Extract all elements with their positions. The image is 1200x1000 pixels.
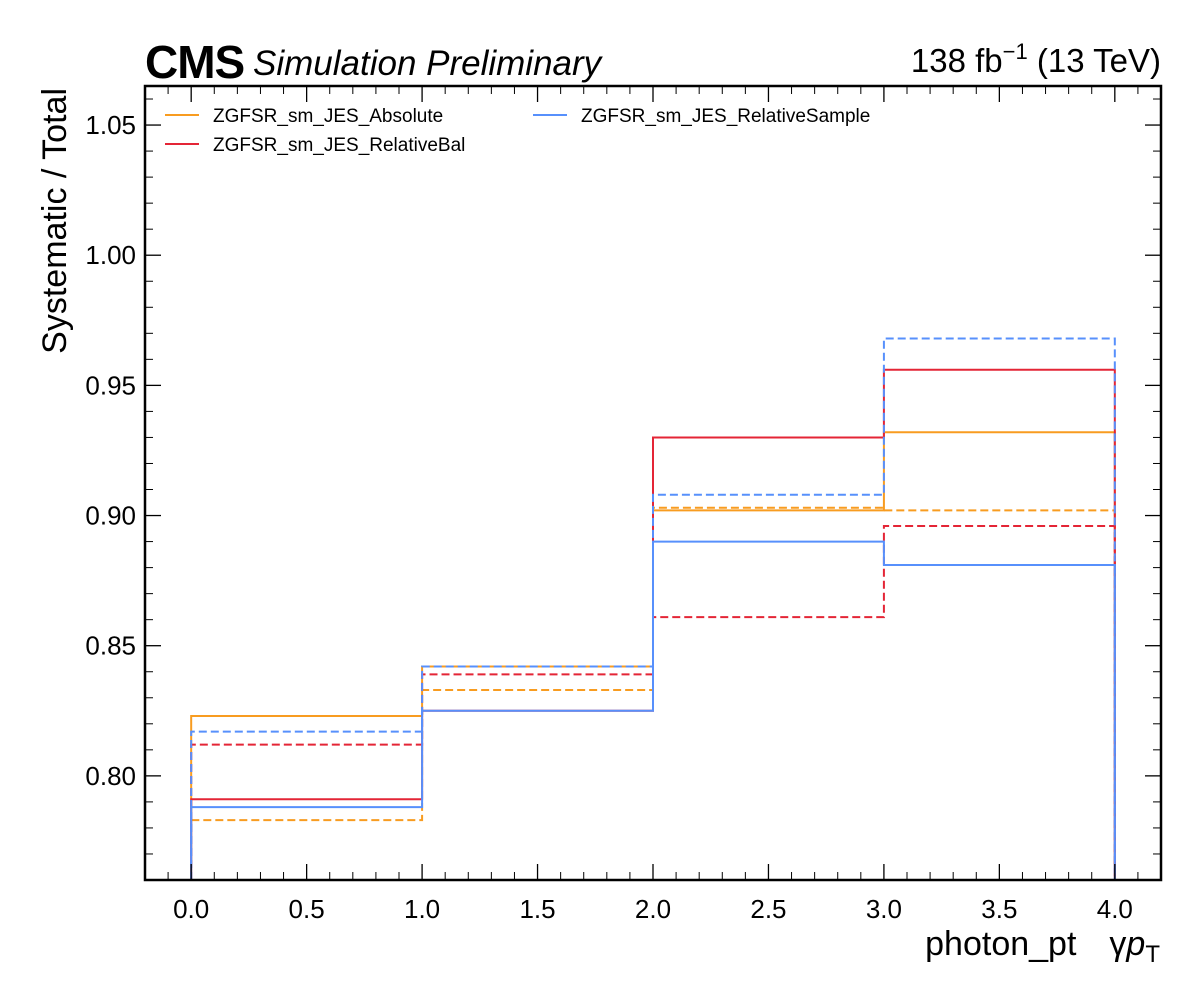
x-tick-label: 3.5 bbox=[981, 894, 1017, 924]
lumi-exponent: −1 bbox=[1003, 39, 1028, 64]
x-tick-label: 2.5 bbox=[750, 894, 786, 924]
axis-ticks bbox=[145, 86, 1161, 880]
plot-frame bbox=[143, 84, 1163, 882]
y-axis-title: Systematic / Total bbox=[36, 88, 74, 354]
legend-entry: ZGFSR_sm_JES_RelativeBal bbox=[213, 135, 465, 156]
series-down-line-1 bbox=[190, 506, 1116, 880]
x-axis-sub: T bbox=[1145, 941, 1160, 968]
x-axis-title: photon_pt γpT bbox=[925, 925, 1160, 968]
x-axis-symbol: γ bbox=[1109, 925, 1126, 963]
x-tick-label: 4.0 bbox=[1097, 894, 1133, 924]
x-axis-label: photon_pt bbox=[925, 925, 1077, 963]
y-tick-label: 0.95 bbox=[85, 370, 136, 400]
x-tick-label: 0.0 bbox=[173, 894, 209, 924]
experiment-label: CMS bbox=[145, 36, 244, 88]
tick-labels: 0.0 0.5 1.0 1.5 2.0 2.5 3.0 3.5 4.0 0.80 0.85 0.90 0… bbox=[85, 110, 1133, 924]
lumi-label: 138 fb−1 (13 TeV) bbox=[911, 39, 1161, 79]
lumi-value: 138 fb bbox=[911, 42, 1003, 79]
series-up-line-3 bbox=[190, 540, 1116, 880]
x-axis-var: p bbox=[1125, 925, 1145, 963]
lumi-energy: (13 TeV) bbox=[1028, 42, 1161, 79]
status-label: Simulation Preliminary bbox=[253, 44, 604, 83]
legend-entry: ZGFSR_sm_JES_RelativeSample bbox=[581, 106, 870, 127]
x-tick-label: 0.5 bbox=[289, 894, 325, 924]
legend-entry: ZGFSR_sm_JES_Absolute bbox=[213, 106, 443, 127]
y-tick-label: 1.00 bbox=[85, 240, 136, 270]
x-tick-label: 2.0 bbox=[635, 894, 671, 924]
x-tick-label: 1.0 bbox=[404, 894, 440, 924]
y-tick-label: 0.90 bbox=[85, 501, 136, 531]
legend: ZGFSR_sm_JES_Absolute ZGFSR_sm_JES_Relati… bbox=[165, 106, 870, 156]
plot-lines bbox=[190, 337, 1116, 880]
x-tick-label: 3.0 bbox=[866, 894, 902, 924]
y-tick-label: 0.80 bbox=[85, 761, 136, 791]
y-tick-label: 1.05 bbox=[85, 110, 136, 140]
y-tick-label: 0.85 bbox=[85, 631, 136, 661]
x-tick-label: 1.5 bbox=[519, 894, 555, 924]
